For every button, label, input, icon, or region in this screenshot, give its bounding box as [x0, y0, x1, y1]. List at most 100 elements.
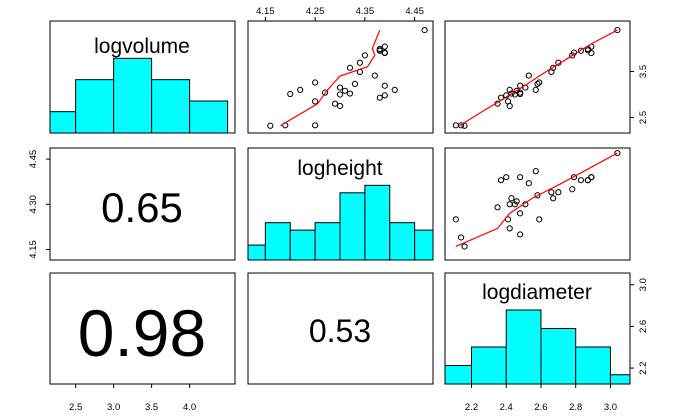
hist-bar-logdiameter-4	[575, 346, 611, 385]
panel-labels: logvolume logheight logdiameter 0.65 0.9…	[78, 35, 592, 370]
point-logvolume-vs-logheight-5	[381, 92, 388, 99]
point-logheight-vs-logdiameter-22	[555, 189, 562, 196]
point-logvolume-vs-logheight-11	[341, 87, 349, 94]
point-logheight-vs-logdiameter-30	[614, 149, 621, 157]
smoother-lines	[279, 29, 618, 248]
point-logheight-vs-logdiameter-12	[517, 210, 524, 217]
tick-label-bottom-vol-3.0: 3.0	[107, 402, 120, 413]
hist-bar-logvolume-3	[151, 79, 191, 134]
diag-label-logheight: logheight	[297, 157, 382, 180]
tick-label-bottom-vol-2.5: 2.5	[69, 402, 82, 413]
point-logvolume-vs-logheight-12	[321, 89, 329, 96]
point-logvolume-vs-logheight-3	[331, 100, 339, 107]
diag-label-logvolume: logvolume	[94, 35, 190, 58]
point-logvolume-vs-logdiameter-16	[525, 72, 532, 79]
point-logvolume-vs-logdiameter-11	[513, 87, 520, 94]
point-logvolume-vs-logheight-13	[287, 90, 294, 98]
point-logvolume-vs-logheight-17	[391, 86, 398, 93]
point-logvolume-vs-logheight-6	[312, 98, 319, 105]
hist-bar-logheight-3	[314, 222, 341, 261]
point-logheight-vs-logdiameter-7	[506, 225, 513, 232]
point-logheight-vs-logdiameter-11	[513, 198, 520, 205]
hist-bar-logvolume-4	[189, 100, 229, 134]
point-logvolume-vs-logdiameter-30	[614, 26, 621, 34]
tick-label-bottom-diam-2.8: 2.8	[569, 402, 582, 413]
point-logvolume-vs-logdiameter-18	[534, 80, 541, 88]
tick-label-bottom-diam-2.4: 2.4	[500, 402, 513, 413]
point-logheight-vs-logdiameter-21	[550, 195, 557, 202]
point-logvolume-vs-logdiameter-8	[506, 102, 513, 110]
point-logvolume-vs-logdiameter-9	[508, 90, 515, 97]
tick-label-bottom-vol-4.0: 4.0	[183, 402, 196, 413]
hist-bar-logheight-5	[364, 184, 391, 261]
point-logvolume-vs-logheight-0	[312, 122, 319, 129]
tick-label-top-4.35: 4.35	[356, 6, 375, 17]
smoother-height_vs_volume	[279, 29, 381, 127]
hist-bar-logvolume-2	[113, 57, 153, 134]
point-logvolume-vs-logheight-18	[351, 80, 359, 88]
point-logvolume-vs-logdiameter-7	[506, 86, 513, 93]
point-logheight-vs-logdiameter-1	[457, 234, 465, 241]
correlation-logheight-logvolume: 0.65	[101, 184, 183, 231]
diag-label-logdiameter: logdiameter	[482, 281, 592, 304]
tick-label-top-4.15: 4.15	[256, 6, 275, 17]
point-logheight-vs-logdiameter-2	[461, 243, 468, 250]
tick-label-bottom-diam-2.6: 2.6	[534, 402, 547, 413]
hist-bar-logheight-0	[247, 244, 266, 261]
correlation-logdiameter-logvolume: 0.98	[78, 296, 206, 370]
point-logvolume-vs-logdiameter-29	[588, 49, 595, 57]
tick-label-right-vol-3.5: 3.5	[638, 65, 649, 78]
point-logheight-vs-logdiameter-27	[584, 177, 591, 184]
point-logvolume-vs-logheight-19	[312, 79, 319, 86]
hist-bar-logvolume-1	[75, 79, 115, 134]
hist-bar-logheight-6	[389, 222, 416, 261]
hist-bar-logheight-7	[414, 229, 434, 261]
point-logheight-vs-logdiameter-25	[577, 177, 585, 184]
hist-bar-logvolume-0	[49, 111, 77, 134]
point-logvolume-vs-logheight-15	[336, 84, 344, 91]
point-logvolume-vs-logdiameter-25	[577, 47, 585, 54]
hist-bar-logdiameter-0	[444, 365, 473, 385]
tick-label-left-4.15: 4.15	[28, 240, 39, 259]
point-logheight-vs-logdiameter-20	[548, 189, 555, 196]
hist-bar-logheight-4	[339, 192, 366, 261]
point-logvolume-vs-logdiameter-21	[550, 64, 557, 71]
point-logheight-vs-logdiameter-3	[494, 204, 501, 211]
tick-label-right-vol-2.5: 2.5	[638, 111, 649, 124]
point-logvolume-vs-logdiameter-17	[532, 86, 539, 93]
point-logheight-vs-logdiameter-24	[570, 174, 578, 181]
smoother-diameter_vs_volume	[459, 29, 618, 127]
point-logvolume-vs-logheight-23	[361, 52, 368, 59]
tick-label-bottom-diam-2.2: 2.2	[465, 402, 478, 413]
point-logheight-vs-logdiameter-10	[511, 201, 519, 208]
point-logvolume-vs-logheight-28	[381, 43, 388, 50]
hist-bar-logdiameter-2	[505, 309, 542, 385]
tick-label-bottom-vol-3.5: 3.5	[145, 402, 158, 413]
point-logvolume-vs-logdiameter-0	[452, 122, 459, 129]
tick-label-top-4.45: 4.45	[405, 6, 424, 17]
tick-label-right-diam-2.2: 2.2	[638, 361, 649, 374]
point-logvolume-vs-logheight-29	[381, 49, 388, 57]
histograms	[49, 57, 631, 385]
scatter-points	[267, 26, 621, 250]
smoother-volume_vs_height	[455, 152, 618, 248]
hist-bar-logdiameter-1	[471, 346, 507, 385]
point-logheight-vs-logdiameter-18	[534, 192, 541, 199]
point-logvolume-vs-logheight-4	[376, 94, 383, 101]
point-logvolume-vs-logdiameter-13	[517, 90, 524, 98]
point-logvolume-vs-logheight-2	[267, 122, 274, 129]
axes: 4.15 4.25 4.35 4.45 2.5 3.0 3.5 4.0 2.2 2.4 2.6 2.8…	[28, 6, 649, 413]
hist-bar-logheight-1	[264, 222, 291, 261]
panel-0-1	[247, 20, 434, 134]
panel-2-0	[49, 272, 236, 385]
point-logvolume-vs-logheight-22	[356, 59, 364, 66]
panel-0-2	[444, 20, 631, 134]
point-logheight-vs-logdiameter-19	[536, 216, 543, 223]
point-logheight-vs-logdiameter-23	[569, 186, 576, 193]
correlation-logdiameter-logheight: 0.53	[309, 313, 371, 349]
point-logvolume-vs-logheight-14	[381, 82, 388, 89]
hist-bar-logdiameter-5	[609, 374, 631, 385]
point-logheight-vs-logdiameter-5	[503, 174, 510, 181]
point-logvolume-vs-logheight-27	[376, 47, 383, 54]
